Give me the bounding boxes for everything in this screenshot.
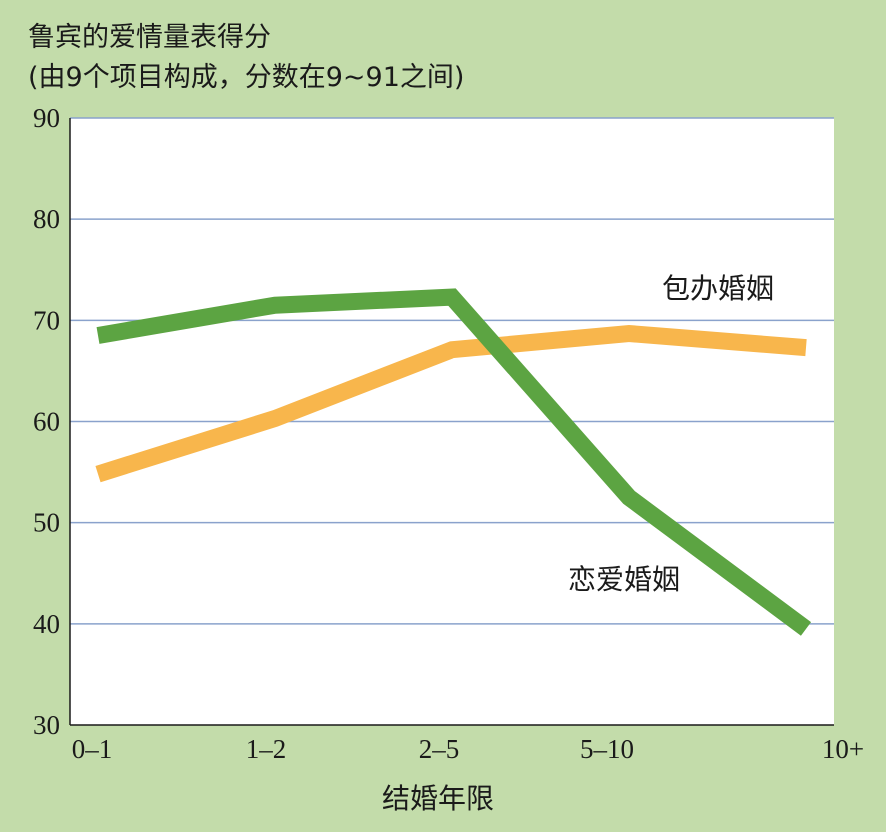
- y-tick-label: 40: [33, 609, 60, 639]
- series-label-arranged: 包办婚姻: [662, 272, 774, 305]
- y-tick-label: 70: [33, 305, 60, 335]
- x-tick-label: 10+: [822, 734, 864, 764]
- y-tick-label: 80: [33, 204, 60, 234]
- chart-subtitle: (由9个项目构成，分数在9~91之间): [28, 62, 464, 93]
- x-tick-label: 1–2: [246, 734, 287, 764]
- x-tick-label: 2–5: [419, 734, 460, 764]
- series-label-love: 恋爱婚姻: [568, 563, 680, 596]
- y-tick-label: 90: [33, 103, 60, 133]
- y-tick-labels: 30 40 50 60 70 80 90: [33, 103, 60, 740]
- y-tick-label: 50: [33, 508, 60, 538]
- chart-title: 鲁宾的爱情量表得分: [28, 22, 271, 53]
- y-tick-label: 60: [33, 407, 60, 437]
- series-line-love: [96, 288, 812, 636]
- x-tick-label: 5–10: [580, 734, 634, 764]
- x-tick-label: 0–1: [72, 734, 113, 764]
- series-line-arranged: [95, 324, 807, 483]
- series-lines: [95, 288, 812, 636]
- x-axis-title: 结婚年限: [382, 782, 494, 815]
- x-tick-labels: 0–1 1–2 2–5 5–10 10+: [72, 734, 864, 764]
- y-tick-label: 30: [33, 710, 60, 740]
